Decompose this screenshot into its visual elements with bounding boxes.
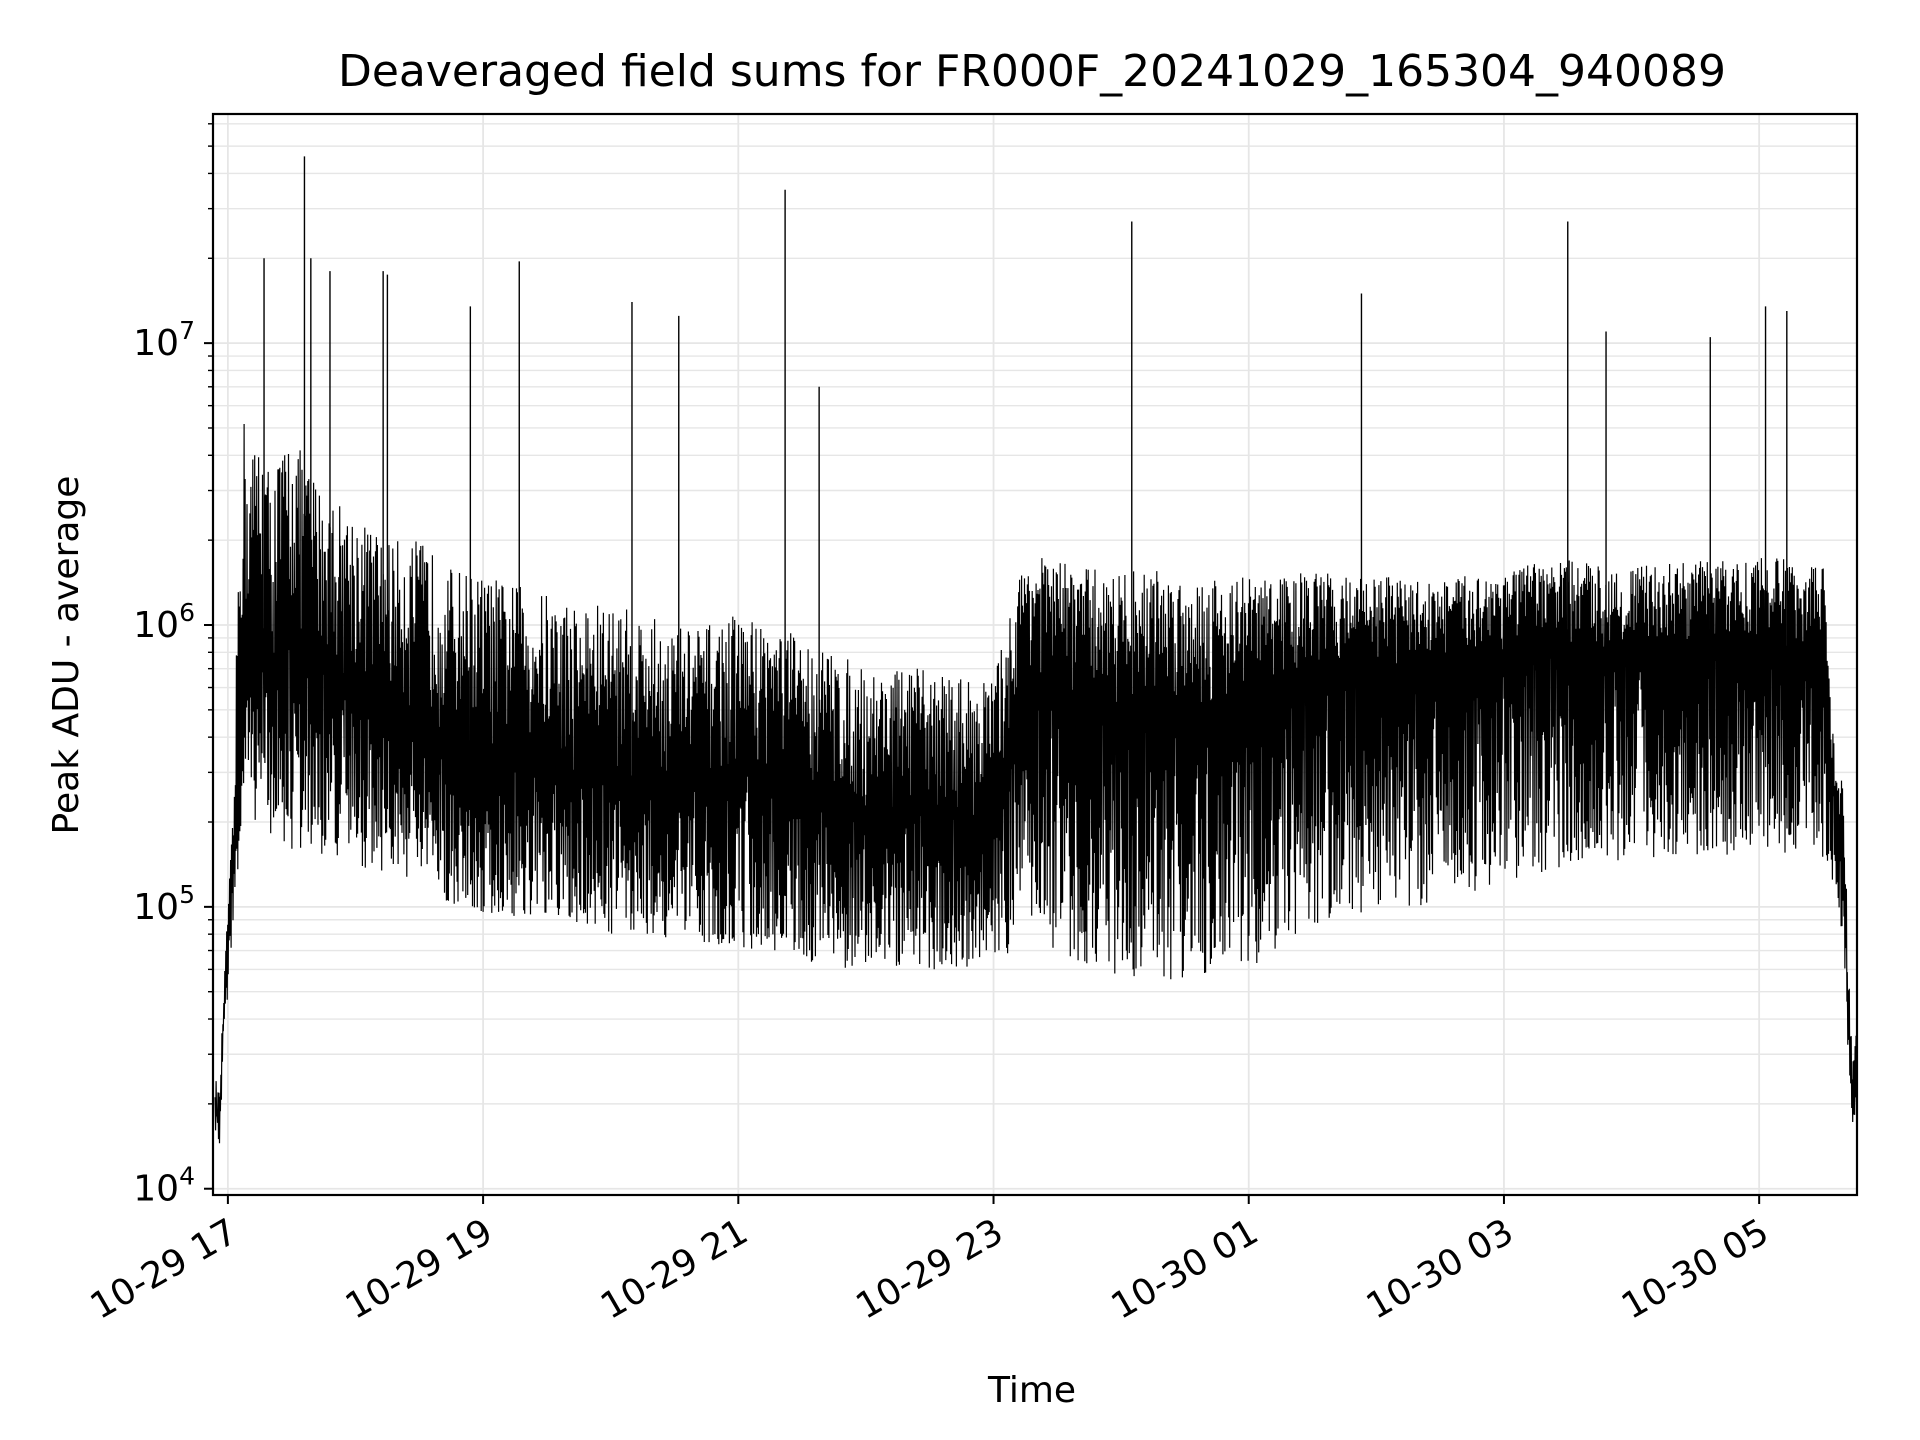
chart-title: Deaveraged field sums for FR000F_2024102… bbox=[338, 46, 1726, 97]
y-tick-label: 107 bbox=[133, 316, 195, 364]
plot-frame bbox=[211, 112, 1859, 1197]
y-axis-label: Peak ADU - average bbox=[46, 476, 87, 835]
y-tick-exponent: 6 bbox=[179, 598, 195, 627]
y-tick-base: 10 bbox=[133, 323, 179, 364]
series-trace bbox=[214, 423, 1858, 1144]
series-line bbox=[214, 156, 1858, 1144]
y-tick-exponent: 5 bbox=[179, 880, 195, 909]
y-tick-base: 10 bbox=[133, 1169, 179, 1210]
y-tick-label: 106 bbox=[133, 598, 195, 646]
y-tick-label: 105 bbox=[133, 880, 195, 928]
y-tick-exponent: 7 bbox=[179, 316, 195, 345]
y-tick-base: 10 bbox=[133, 887, 179, 928]
x-axis-label: Time bbox=[987, 1370, 1076, 1411]
y-tick-label: 104 bbox=[133, 1162, 195, 1210]
y-tick-base: 10 bbox=[133, 605, 179, 646]
y-tick-exponent: 4 bbox=[179, 1162, 195, 1191]
